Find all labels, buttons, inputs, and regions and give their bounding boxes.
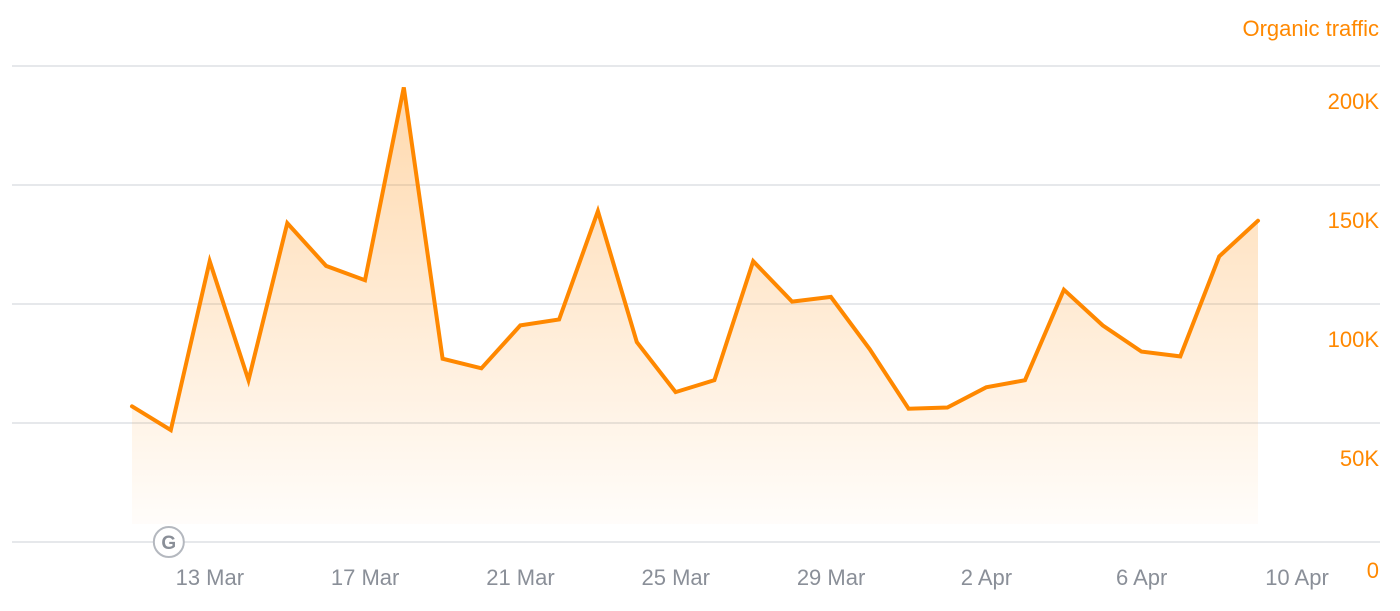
data-point[interactable] (786, 296, 798, 308)
annotation-layer: G (152, 526, 185, 558)
data-point[interactable] (631, 336, 643, 348)
x-tick-label: 21 Mar (486, 565, 554, 590)
y-tick-label: 0 (1367, 558, 1379, 583)
data-point[interactable] (126, 400, 138, 412)
y-tick-label: 50K (1340, 446, 1379, 471)
data-point[interactable] (747, 255, 759, 267)
google-icon[interactable]: G (152, 526, 185, 558)
series-title: Organic traffic (1242, 16, 1379, 41)
data-point[interactable] (864, 343, 876, 355)
data-point[interactable] (359, 274, 371, 286)
data-point[interactable] (592, 205, 604, 217)
data-point[interactable] (204, 255, 216, 267)
line-layer (126, 81, 1264, 436)
data-point[interactable] (514, 319, 526, 331)
y-tick-label: 200K (1328, 89, 1380, 114)
traffic-area (132, 87, 1258, 525)
data-point[interactable] (1174, 350, 1186, 362)
data-point[interactable] (1019, 374, 1031, 386)
y-axis: 0 50K 100K 150K 200K (1328, 89, 1380, 583)
y-tick-label: 100K (1328, 327, 1380, 352)
traffic-line (130, 87, 1260, 434)
data-point[interactable] (1252, 215, 1264, 227)
annotation-label: G (161, 533, 176, 554)
data-point[interactable] (242, 374, 254, 386)
x-tick-label: 13 Mar (176, 565, 244, 590)
data-point[interactable] (437, 353, 449, 365)
x-tick-label: 2 Apr (961, 565, 1012, 590)
data-point[interactable] (903, 403, 915, 415)
data-point[interactable] (708, 374, 720, 386)
x-tick-label: 29 Mar (797, 565, 865, 590)
data-point[interactable] (670, 386, 682, 398)
data-point[interactable] (980, 381, 992, 393)
data-point[interactable] (475, 362, 487, 374)
x-tick-label: 10 Apr (1265, 565, 1329, 590)
data-point[interactable] (398, 81, 410, 93)
x-tick-label: 6 Apr (1116, 565, 1167, 590)
data-point[interactable] (1213, 250, 1225, 262)
data-point[interactable] (1136, 346, 1148, 358)
data-point[interactable] (281, 217, 293, 229)
x-tick-label: 17 Mar (331, 565, 399, 590)
data-point[interactable] (320, 260, 332, 272)
y-tick-label: 150K (1328, 208, 1380, 233)
data-point[interactable] (1097, 319, 1109, 331)
data-point[interactable] (553, 313, 565, 325)
data-point[interactable] (165, 424, 177, 436)
data-point[interactable] (941, 402, 953, 414)
data-point[interactable] (1058, 284, 1070, 296)
area-layer (132, 87, 1258, 525)
x-tick-label: 25 Mar (642, 565, 710, 590)
x-axis: 13 Mar 17 Mar 21 Mar 25 Mar 29 Mar 2 Apr 6 Apr… (176, 565, 1329, 590)
data-point[interactable] (825, 291, 837, 303)
